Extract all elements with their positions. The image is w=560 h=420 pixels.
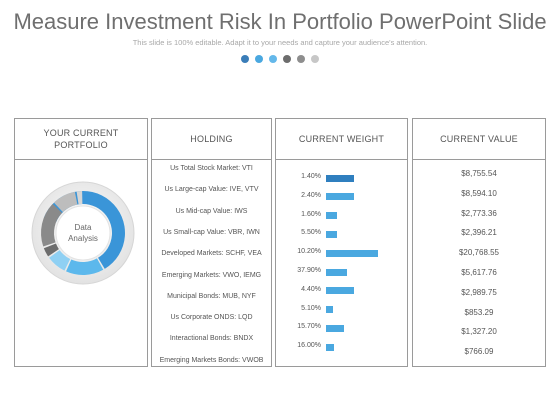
value-item: $2,989.75 <box>461 287 497 297</box>
value-item: $2,773.36 <box>461 208 497 218</box>
weight-label: 4.40% <box>301 285 321 293</box>
weight-bar <box>326 249 378 257</box>
weight-label: 5.10% <box>301 304 321 312</box>
portfolio-donut: Data Analysis <box>31 181 135 285</box>
weight-label: 1.60% <box>301 210 321 218</box>
donut-hole <box>55 205 111 261</box>
value-header: CURRENT VALUE <box>413 119 545 160</box>
value-item: $853.29 <box>464 307 494 317</box>
donut-segment <box>49 250 71 271</box>
holding-item: Interactional Bonds: BNDX <box>169 335 254 343</box>
value-item: $5,617.76 <box>461 268 497 277</box>
weight-label: 15.70% <box>297 323 321 331</box>
holding-header: HOLDING <box>152 119 271 160</box>
holding-item: Us Small-cap Value: VBR, IWN <box>163 228 260 236</box>
pager-dot[interactable] <box>255 55 263 63</box>
holding-panel: HOLDING Us Total Stock Market: VTI Us Lar… <box>151 118 272 367</box>
value-panel: CURRENT VALUE $8,755.54 $8,594.10 $2,773.3… <box>412 118 546 367</box>
value-item: $766.09 <box>464 347 494 357</box>
pager-dot[interactable] <box>241 55 249 63</box>
donut-segment <box>43 243 59 257</box>
holding-item: Us Total Stock Market: VTI <box>170 165 253 172</box>
donut-label-line2: Analysis <box>68 234 98 243</box>
weight-label: 2.40% <box>301 191 321 199</box>
weight-header: CURRENT WEIGHT <box>276 119 407 160</box>
holding-item: Municipal Bonds: MUB, NYF <box>167 292 256 300</box>
slide-title: Measure Investment Risk In Portfolio Pow… <box>13 9 547 34</box>
weight-label: 1.40% <box>301 173 321 180</box>
value-item: $8,594.10 <box>461 188 497 198</box>
value-item: $1,327.20 <box>461 327 497 337</box>
donut-segment <box>66 258 104 275</box>
value-item: $8,755.54 <box>461 169 497 178</box>
weight-bar <box>326 268 347 276</box>
donut-chart <box>31 181 135 285</box>
donut-segment <box>53 191 78 213</box>
pager-dot[interactable] <box>311 55 319 63</box>
donut-segment <box>41 203 63 247</box>
weight-label: 10.20% <box>297 248 321 256</box>
donut-segment <box>76 191 83 205</box>
pager-dot[interactable] <box>283 55 291 63</box>
weight-bar <box>326 324 344 332</box>
value-item: $2,396.21 <box>461 228 497 238</box>
holding-item: Us Corporate ONDS: LQD <box>170 314 253 322</box>
weight-bar <box>326 306 333 314</box>
holding-item: Developed Markets: SCHF, VEA <box>161 250 262 258</box>
weight-label: 37.90% <box>297 267 321 274</box>
slide-subtitle: This slide is 100% editable. Adapt it to… <box>132 38 428 47</box>
weight-panel: CURRENT WEIGHT 1.40% 2.40% 1.60% 5.50% 10.20… <box>275 118 408 367</box>
donut-center-label: Data Analysis <box>53 222 113 244</box>
weight-bar <box>326 343 334 351</box>
portfolio-header: YOUR CURRENT PORTFOLIO <box>15 119 147 160</box>
pager-dots <box>0 55 560 63</box>
weight-bar <box>326 212 337 220</box>
pager-dot[interactable] <box>269 55 277 63</box>
weight-bar <box>326 174 354 182</box>
value-item: $20,768.55 <box>458 248 500 258</box>
weight-label: 5.50% <box>301 229 321 237</box>
holding-item: Emerging Markets Bonds: VWOB <box>159 356 264 364</box>
weight-bar <box>326 230 337 238</box>
holding-item: Emerging Markets: VWO, IEMG <box>161 271 262 279</box>
donut-label-line1: Data <box>74 223 92 232</box>
holding-item: Us Large-cap Value: IVE, VTV <box>164 186 259 194</box>
portfolio-panel: YOUR CURRENT PORTFOLIO Data Analysis <box>14 118 148 367</box>
weight-bar <box>326 287 354 295</box>
pager-dot[interactable] <box>297 55 305 63</box>
weight-bar <box>326 193 354 201</box>
weight-label: 16.00% <box>297 342 321 350</box>
holding-item: Us Mid-cap Value: IWS <box>175 207 248 215</box>
